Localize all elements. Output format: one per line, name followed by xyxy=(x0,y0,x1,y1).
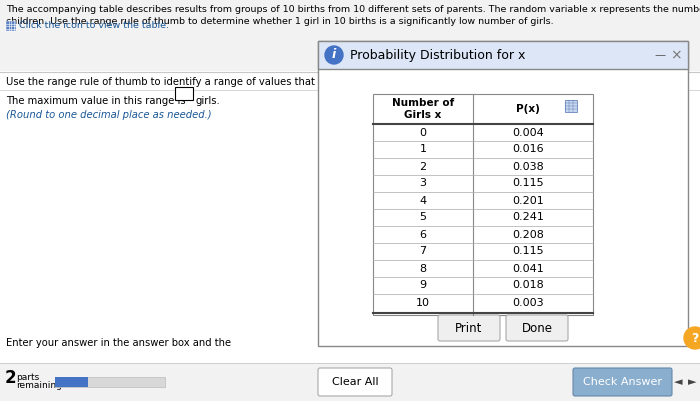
Text: Done: Done xyxy=(522,322,552,334)
Text: 0.115: 0.115 xyxy=(512,247,544,257)
Bar xyxy=(565,100,577,112)
Bar xyxy=(55,377,88,387)
Bar xyxy=(175,87,193,100)
Text: Check Answer: Check Answer xyxy=(583,377,662,387)
Text: Girls x: Girls x xyxy=(405,110,442,120)
Bar xyxy=(318,41,688,346)
Text: (Round to one decimal place as needed.): (Round to one decimal place as needed.) xyxy=(6,110,211,120)
Text: 1: 1 xyxy=(419,144,426,154)
Bar xyxy=(373,94,593,315)
Text: 0.018: 0.018 xyxy=(512,281,544,290)
Text: 0.041: 0.041 xyxy=(512,263,544,273)
Text: parts: parts xyxy=(16,373,39,381)
Text: 9: 9 xyxy=(419,281,426,290)
Text: 0.208: 0.208 xyxy=(512,229,544,239)
Text: 4: 4 xyxy=(419,196,426,205)
Text: 2: 2 xyxy=(419,162,426,172)
Bar xyxy=(0,0,700,71)
Text: 2: 2 xyxy=(5,369,17,387)
Text: Clear All: Clear All xyxy=(332,377,378,387)
Text: 0.004: 0.004 xyxy=(512,128,544,138)
Text: 8: 8 xyxy=(419,263,426,273)
Text: 0.038: 0.038 xyxy=(512,162,544,172)
Text: 7: 7 xyxy=(419,247,426,257)
Text: 5: 5 xyxy=(419,213,426,223)
Bar xyxy=(55,377,165,387)
Text: 0.241: 0.241 xyxy=(512,213,544,223)
Text: 0.201: 0.201 xyxy=(512,196,544,205)
Text: 0: 0 xyxy=(419,128,426,138)
Text: Use the range rule of thumb to identify a range of values that are not significa: Use the range rule of thumb to identify … xyxy=(6,77,412,87)
Text: ?: ? xyxy=(692,332,699,344)
FancyBboxPatch shape xyxy=(438,315,500,341)
Text: P(x): P(x) xyxy=(516,104,540,114)
Text: 6: 6 xyxy=(419,229,426,239)
Text: Enter your answer in the answer box and the: Enter your answer in the answer box and … xyxy=(6,338,231,348)
Text: 0.115: 0.115 xyxy=(512,178,544,188)
Bar xyxy=(6,21,16,31)
Text: girls.: girls. xyxy=(196,96,220,106)
Text: The maximum value in this range is: The maximum value in this range is xyxy=(6,96,186,106)
Text: Number of: Number of xyxy=(392,98,454,108)
Text: ►: ► xyxy=(687,377,696,387)
Text: Click the icon to view the table.: Click the icon to view the table. xyxy=(19,22,169,30)
Text: 0.016: 0.016 xyxy=(512,144,544,154)
Text: i: i xyxy=(332,49,336,61)
Circle shape xyxy=(325,46,343,64)
Text: Probability Distribution for x: Probability Distribution for x xyxy=(350,49,526,61)
Text: The accompanying table describes results from groups of 10 births from 10 differ: The accompanying table describes results… xyxy=(6,5,700,14)
Bar xyxy=(0,363,700,401)
Bar xyxy=(318,41,688,69)
Circle shape xyxy=(684,327,700,349)
FancyBboxPatch shape xyxy=(318,368,392,396)
Text: remaining: remaining xyxy=(16,381,62,391)
Text: 10: 10 xyxy=(416,298,430,308)
Text: ◄: ◄ xyxy=(673,377,682,387)
Text: 3: 3 xyxy=(419,178,426,188)
Text: Print: Print xyxy=(455,322,483,334)
Text: ×: × xyxy=(670,48,682,62)
FancyBboxPatch shape xyxy=(573,368,672,396)
FancyBboxPatch shape xyxy=(506,315,568,341)
Text: —: — xyxy=(654,50,666,60)
Text: children. Use the range rule of thumb to determine whether 1 girl in 10 births i: children. Use the range rule of thumb to… xyxy=(6,17,554,26)
Text: 0.003: 0.003 xyxy=(512,298,544,308)
